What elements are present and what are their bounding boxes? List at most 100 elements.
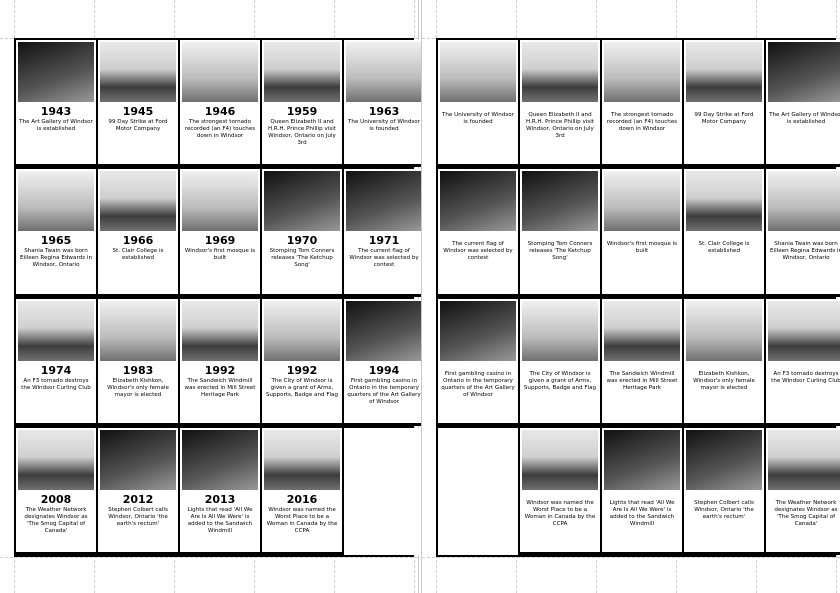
card-photo [440,300,516,361]
timeline-card: 2016 Windsor was named the Worst Place to… [262,427,342,555]
card-caption: 99 Day Strike at Ford Motor Company [108,119,168,132]
card-caption: Queen Elizabeth II and H.R.H. Prince Phi… [526,112,594,139]
card-photo [264,429,340,490]
card-photo [768,171,840,232]
timeline-card: 1959 Queen Elizabeth II and H.R.H. Prince… [262,40,342,168]
timeline-card-back: An F3 tornado destroys the Windsor Curli… [766,298,840,426]
timeline-card-back: Stomping Tom Conners releases 'The Ketch… [520,169,600,297]
card-caption: Windsor's first mosque is built [606,241,678,255]
card-caption: The current flag of Windsor was selected… [443,241,513,262]
card-photo [182,42,258,102]
card-caption: The Sandwich Windmill was erected in Mil… [184,377,256,398]
card-caption: First gambling casino in Ontario in the … [347,377,421,405]
timeline-card: 1966 St. Clair College is established [98,169,178,297]
card-photo [522,429,598,490]
card-photo [264,300,340,361]
timeline-card: 1965 Shania Twain was born Eilleen Regina… [16,169,96,297]
card-photo [264,42,340,102]
card-caption: Stephen Colbert calls Windsor, Ontario '… [108,506,168,527]
timeline-card-back: Stephen Colbert calls Windsor, Ontario '… [684,427,764,555]
card-caption: First gambling casino in Ontario in the … [441,370,515,398]
back-card-grid: The University of Windsor is founded Quee… [436,38,840,557]
card-caption: St. Clair College is established [112,248,164,262]
card-caption: Lights that read 'All We Are Is All We W… [609,499,675,527]
card-photo [100,42,176,102]
card-caption: An F3 tornado destroys the Windsor Curli… [21,377,91,391]
back-sheet: The University of Windsor is founded Quee… [421,0,840,593]
card-photo [686,171,762,232]
card-photo [768,429,840,490]
card-photo [604,429,680,490]
card-photo [604,300,680,361]
card-year: 1943 [40,105,72,118]
card-photo [346,300,422,361]
card-caption: The University of Windsor is founded [441,112,515,125]
timeline-card: 2012 Stephen Colbert calls Windsor, Ontar… [98,427,178,555]
card-caption: The strongest tornado recorded (an F4) t… [606,112,678,132]
card-photo [522,300,598,361]
card-year: 1983 [122,363,154,377]
timeline-card: 2013 Lights that read 'All We Are Is All … [180,427,260,555]
front-sheet: 1943 The Art Gallery of Windsor is establ… [0,0,424,593]
card-caption: St. Clair College is established [698,241,750,255]
timeline-card: 1974 An F3 tornado destroys the Windsor C… [16,298,96,426]
card-caption: The City of Windsor is given a grant of … [523,370,597,391]
card-photo [264,171,340,232]
card-caption: The University of Windsor is founded [347,119,421,132]
card-photo [768,42,840,102]
timeline-card-back: Elizabeth Kishkon, Windsor's only female… [684,298,764,426]
card-year: 1971 [368,234,400,248]
card-year: 1992 [204,363,236,377]
timeline-card-back: Queen Elizabeth II and H.R.H. Prince Phi… [520,40,600,168]
card-year: 1945 [122,105,154,118]
timeline-card: 1946 The strongest tornado recorded (an F… [180,40,260,168]
card-photo [182,429,258,490]
card-caption: Windsor was named the Worst Place to be … [266,506,338,534]
timeline-card: 1963 The University of Windsor is founded [344,40,424,168]
timeline-card: 1945 99 Day Strike at Ford Motor Company [98,40,178,168]
card-caption: Windsor's first mosque is built [184,248,256,262]
card-year: 1992 [286,363,318,377]
card-photo [522,42,598,102]
card-photo [686,429,762,490]
card-caption: The Weather Network designates Windsor a… [774,499,838,527]
card-photo [346,42,422,102]
timeline-card-back: First gambling casino in Ontario in the … [438,298,518,426]
card-caption: The current flag of Windsor was selected… [349,248,419,269]
timeline-card: 2008 The Weather Network designates Winds… [16,427,96,555]
card-photo [686,300,762,361]
card-caption: The Art Gallery of Windsor is establishe… [19,119,93,132]
timeline-card-back: The current flag of Windsor was selected… [438,169,518,297]
card-caption: Queen Elizabeth II and H.R.H. Prince Phi… [268,119,336,146]
cut-guide [414,0,415,593]
timeline-card-back: Windsor was named the Worst Place to be … [520,427,600,555]
card-photo [18,300,94,361]
card-year: 1974 [40,363,72,377]
cut-guide [0,557,418,558]
card-photo [440,42,516,102]
timeline-card: 1992 The Sandwich Windmill was erected in… [180,298,260,426]
front-card-grid: 1943 The Art Gallery of Windsor is establ… [14,38,424,557]
timeline-card-back: Shania Twain was born Eilleen Regina Edw… [766,169,840,297]
timeline-card-back: The Weather Network designates Windsor a… [766,427,840,555]
card-caption: The City of Windsor is given a grant of … [265,377,339,398]
card-photo [522,171,598,232]
timeline-card-back: The City of Windsor is given a grant of … [520,298,600,426]
card-year: 2016 [286,492,318,506]
card-photo [768,300,840,361]
card-caption: Elizabeth Kishkon, Windsor's only female… [107,377,169,398]
card-year: 1946 [204,105,236,118]
timeline-card-back: The University of Windsor is founded [438,40,518,168]
timeline-card-back: The Art Gallery of Windsor is establishe… [766,40,840,168]
timeline-card-back: Windsor's first mosque is built [602,169,682,297]
card-photo [100,429,176,490]
timeline-card: 1971 The current flag of Windsor was sele… [344,169,424,297]
timeline-card: 1994 First gambling casino in Ontario in … [344,298,424,426]
timeline-card-back: The Sandwich Windmill was erected in Mil… [602,298,682,426]
timeline-card: 1969 Windsor's first mosque is built [180,169,260,297]
card-photo [182,300,258,361]
card-caption: Stomping Tom Conners releases 'The Ketch… [269,248,335,269]
card-photo [100,300,176,361]
card-photo [18,429,94,490]
card-caption: Windsor was named the Worst Place to be … [524,499,596,527]
